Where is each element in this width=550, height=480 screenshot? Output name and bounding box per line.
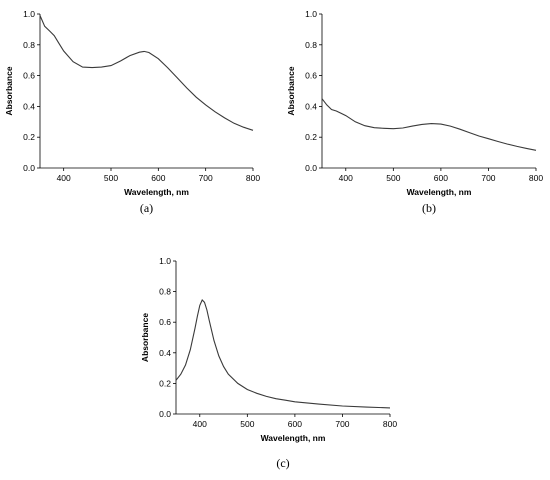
panel-label: (c)	[276, 456, 289, 470]
y-tick-label: 0.4	[159, 348, 171, 358]
y-tick-label: 0.0	[159, 409, 171, 419]
panel-b-chart: 0.0 0.2 0.4 0.6 0.8 1.0 400 500 600 700 800 Wavelen…	[286, 9, 543, 215]
y-tick-label: 0.0	[305, 163, 317, 173]
x-tick-label: 800	[529, 173, 543, 183]
y-tick-label: 1.0	[159, 256, 171, 266]
y-tick-label: 0.4	[23, 101, 35, 111]
y-axis-title: Absorbance	[286, 66, 296, 115]
y-tick-label: 0.0	[23, 163, 35, 173]
x-tick-label: 500	[240, 419, 254, 429]
panel-a-chart: 0.0 0.2 0.4 0.6 0.8 1.0 400 500 600 700 800 Wavelen…	[4, 9, 260, 215]
panel-label: (a)	[140, 201, 153, 215]
x-tick-label: 500	[386, 173, 400, 183]
y-axis-title: Absorbance	[140, 313, 150, 362]
x-tick-label: 700	[335, 419, 349, 429]
x-tick-label: 400	[193, 419, 207, 429]
x-tick-label: 600	[288, 419, 302, 429]
x-tick-label: 400	[339, 173, 353, 183]
x-tick-label: 800	[246, 173, 260, 183]
x-tick-label: 800	[383, 419, 397, 429]
y-tick-label: 0.6	[159, 317, 171, 327]
absorbance-curve	[175, 299, 391, 409]
y-tick-label: 0.4	[305, 101, 317, 111]
x-tick-label: 500	[104, 173, 118, 183]
x-axis-title: Wavelength, nm	[407, 187, 472, 197]
y-tick-label: 0.6	[305, 71, 317, 81]
y-tick-label: 0.8	[23, 40, 35, 50]
x-tick-label: 400	[57, 173, 71, 183]
x-axis-title: Wavelength, nm	[124, 187, 189, 197]
x-tick-label: 600	[434, 173, 448, 183]
x-tick-label: 700	[199, 173, 213, 183]
panel-c-chart: 0.0 0.2 0.4 0.6 0.8 1.0 400 500 600 700 800 Wavelen…	[140, 256, 397, 470]
y-axis-title: Absorbance	[4, 66, 14, 115]
x-axis-title: Wavelength, nm	[261, 433, 326, 443]
y-tick-label: 0.8	[305, 40, 317, 50]
absorbance-curve	[39, 15, 254, 131]
absorbance-curve	[321, 98, 537, 151]
y-tick-label: 0.2	[23, 132, 35, 142]
y-tick-label: 0.2	[305, 132, 317, 142]
y-tick-label: 0.2	[159, 378, 171, 388]
x-tick-label: 600	[151, 173, 165, 183]
panel-label: (b)	[422, 201, 436, 215]
x-tick-label: 700	[481, 173, 495, 183]
y-tick-label: 1.0	[23, 9, 35, 19]
y-tick-label: 0.6	[23, 71, 35, 81]
y-tick-label: 0.8	[159, 287, 171, 297]
y-tick-label: 1.0	[305, 9, 317, 19]
